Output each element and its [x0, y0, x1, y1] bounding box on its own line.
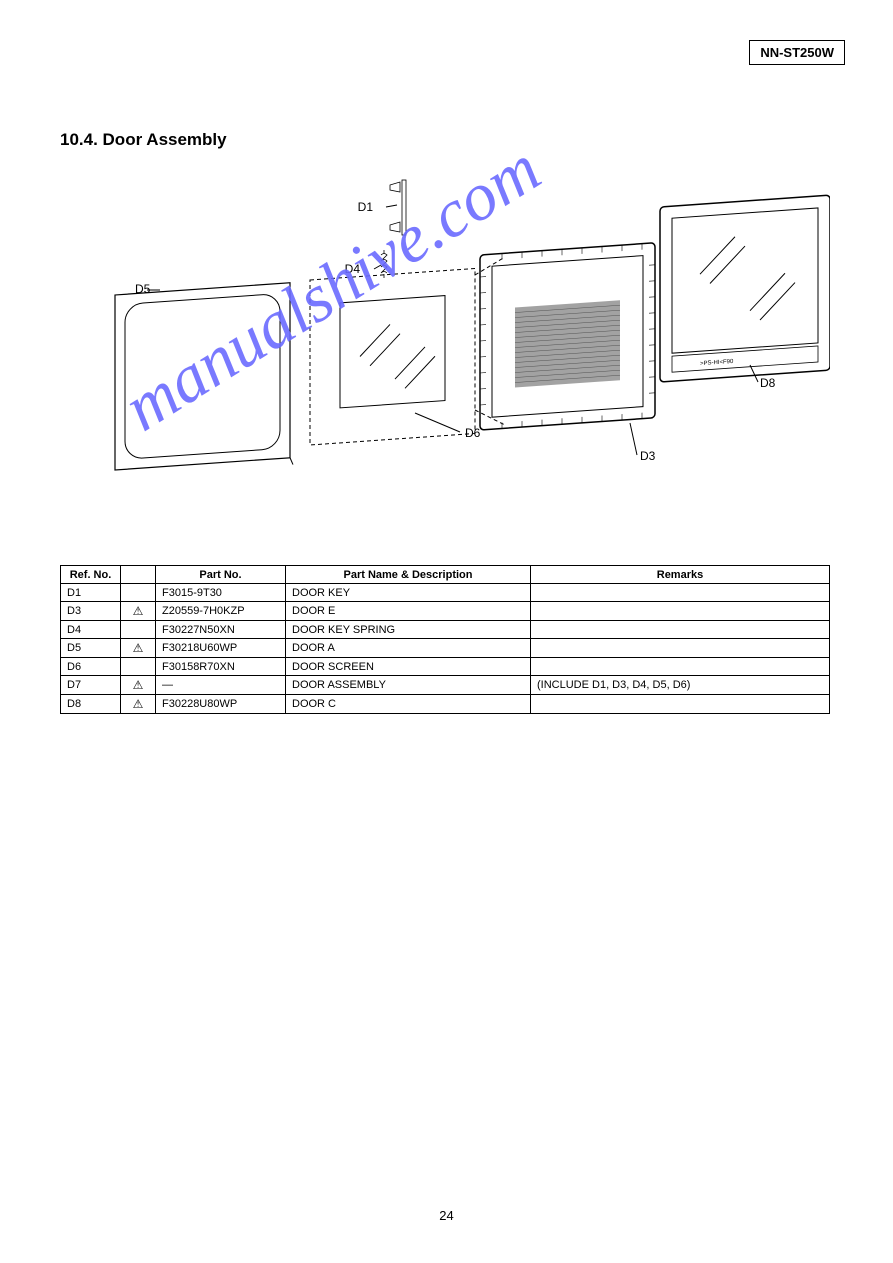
table-row: D8 ⚠ F30228U80WPDOOR C	[61, 695, 830, 714]
cell-partno: F30218U60WP	[156, 639, 286, 658]
svg-text:D4: D4	[345, 262, 361, 276]
cell-safety: ⚠	[121, 602, 156, 621]
cell-ref: D4	[61, 621, 121, 639]
cell-partno: F30228U80WP	[156, 695, 286, 714]
section-title: 10.4. Door Assembly	[60, 130, 227, 150]
table-row: D7 ⚠ —DOOR ASSEMBLY(INCLUDE D1, D3, D4, D5…	[61, 676, 830, 695]
svg-text:D5: D5	[135, 282, 151, 296]
cell-desc: DOOR KEY	[286, 584, 531, 602]
col-header-desc: Part Name & Description	[286, 566, 531, 584]
safety-icon: ⚠	[133, 678, 144, 692]
table-row: D4 F30227N50XNDOOR KEY SPRING	[61, 621, 830, 639]
table-row: D5 ⚠ F30218U60WPDOOR A	[61, 639, 830, 658]
cell-safety	[121, 584, 156, 602]
cell-partno: F30158R70XN	[156, 658, 286, 676]
safety-icon: ⚠	[133, 697, 144, 711]
cell-partno: —	[156, 676, 286, 695]
cell-partno: F30227N50XN	[156, 621, 286, 639]
safety-icon: ⚠	[133, 604, 144, 618]
svg-text:D3: D3	[640, 449, 656, 463]
col-header-safety	[121, 566, 156, 584]
cell-partno: F3015-9T30	[156, 584, 286, 602]
cell-remarks	[531, 695, 830, 714]
svg-text:>PS-HI<F90: >PS-HI<F90	[700, 359, 734, 367]
svg-text:D1: D1	[358, 200, 374, 214]
cell-ref: D5	[61, 639, 121, 658]
page-number: 24	[0, 1208, 893, 1223]
table-row: D3 ⚠ Z20559-7H0KZPDOOR E	[61, 602, 830, 621]
cell-desc: DOOR C	[286, 695, 531, 714]
cell-safety: ⚠	[121, 639, 156, 658]
table-row: D6 F30158R70XNDOOR SCREEN	[61, 658, 830, 676]
cell-ref: D8	[61, 695, 121, 714]
cell-remarks	[531, 621, 830, 639]
svg-text:D8: D8	[760, 376, 776, 390]
safety-icon: ⚠	[133, 641, 144, 655]
model-header: NN-ST250W	[749, 40, 845, 65]
cell-safety: ⚠	[121, 676, 156, 695]
col-header-remarks: Remarks	[531, 566, 830, 584]
exploded-door-diagram: >PS-HI<F90 D1 D4 D5 D6 D3 D8	[60, 165, 830, 540]
cell-remarks: (INCLUDE D1, D3, D4, D5, D6)	[531, 676, 830, 695]
cell-ref: D7	[61, 676, 121, 695]
cell-desc: DOOR A	[286, 639, 531, 658]
cell-remarks	[531, 584, 830, 602]
cell-partno: Z20559-7H0KZP	[156, 602, 286, 621]
cell-safety: ⚠	[121, 695, 156, 714]
table-row: D1 F3015-9T30DOOR KEY	[61, 584, 830, 602]
cell-desc: DOOR KEY SPRING	[286, 621, 531, 639]
cell-desc: DOOR SCREEN	[286, 658, 531, 676]
col-header-partno: Part No.	[156, 566, 286, 584]
cell-safety	[121, 621, 156, 639]
cell-remarks	[531, 602, 830, 621]
cell-remarks	[531, 658, 830, 676]
table-header-row: Ref. No. Part No. Part Name & Descriptio…	[61, 566, 830, 584]
cell-safety	[121, 658, 156, 676]
cell-desc: DOOR ASSEMBLY	[286, 676, 531, 695]
cell-desc: DOOR E	[286, 602, 531, 621]
parts-table: Ref. No. Part No. Part Name & Descriptio…	[60, 565, 830, 714]
cell-ref: D1	[61, 584, 121, 602]
cell-remarks	[531, 639, 830, 658]
col-header-ref: Ref. No.	[61, 566, 121, 584]
cell-ref: D6	[61, 658, 121, 676]
svg-text:D6: D6	[465, 426, 481, 440]
cell-ref: D3	[61, 602, 121, 621]
